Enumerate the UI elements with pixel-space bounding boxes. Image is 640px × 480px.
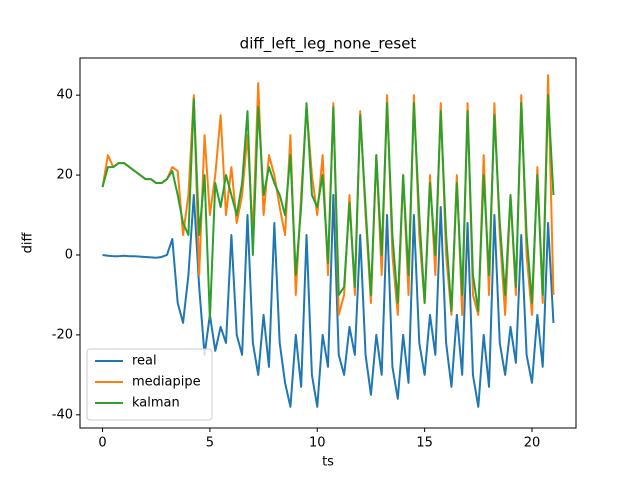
y-tick-label: 40 (56, 88, 73, 103)
y-tick-label: -40 (52, 407, 73, 422)
series-line (102, 194, 555, 408)
series-line (101, 74, 555, 316)
x-tick-label: 5 (206, 436, 214, 451)
x-tick-label: 10 (309, 436, 326, 451)
chart-title: diff_left_leg_none_reset (240, 35, 417, 54)
y-tick-label: 0 (65, 247, 73, 262)
series-line (101, 94, 555, 320)
legend-label: kalman (132, 396, 180, 411)
plot-frame (79, 57, 577, 429)
y-tick-label: -20 (52, 327, 73, 342)
x-axis-label: ts (322, 455, 334, 470)
x-tick-label: 0 (98, 436, 106, 451)
y-axis-label: diff (21, 232, 36, 254)
legend-label: mediapipe (132, 375, 201, 390)
y-tick-label: 20 (56, 168, 73, 183)
x-tick-label: 20 (524, 436, 541, 451)
legend-label: real (132, 354, 157, 369)
x-tick-label: 15 (416, 436, 433, 451)
